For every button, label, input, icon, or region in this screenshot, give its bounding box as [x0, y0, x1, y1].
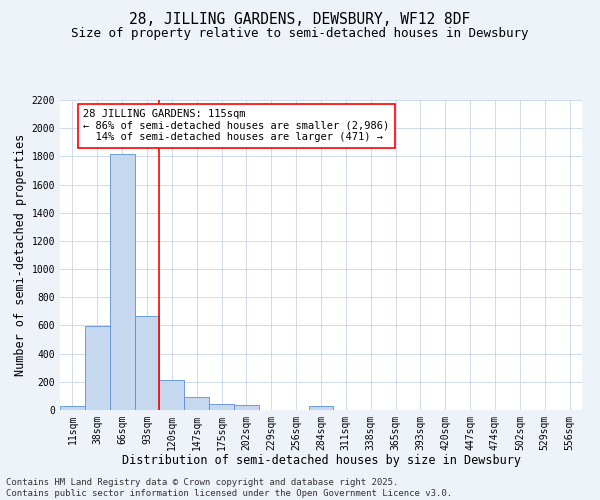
Text: Contains HM Land Registry data © Crown copyright and database right 2025.
Contai: Contains HM Land Registry data © Crown c… [6, 478, 452, 498]
Bar [308, 406, 334, 410]
Bar [160, 380, 184, 410]
Text: 28 JILLING GARDENS: 115sqm
← 86% of semi-detached houses are smaller (2,986)
  1: 28 JILLING GARDENS: 115sqm ← 86% of semi… [83, 110, 390, 142]
Bar [60, 406, 85, 410]
Bar [110, 154, 134, 410]
Bar [234, 404, 259, 410]
Text: 28, JILLING GARDENS, DEWSBURY, WF12 8DF: 28, JILLING GARDENS, DEWSBURY, WF12 8DF [130, 12, 470, 28]
X-axis label: Distribution of semi-detached houses by size in Dewsbury: Distribution of semi-detached houses by … [121, 454, 521, 468]
Bar [209, 404, 234, 410]
Bar [85, 326, 110, 410]
Bar [184, 396, 209, 410]
Text: Size of property relative to semi-detached houses in Dewsbury: Size of property relative to semi-detach… [71, 28, 529, 40]
Bar [134, 316, 160, 410]
Y-axis label: Number of semi-detached properties: Number of semi-detached properties [14, 134, 28, 376]
